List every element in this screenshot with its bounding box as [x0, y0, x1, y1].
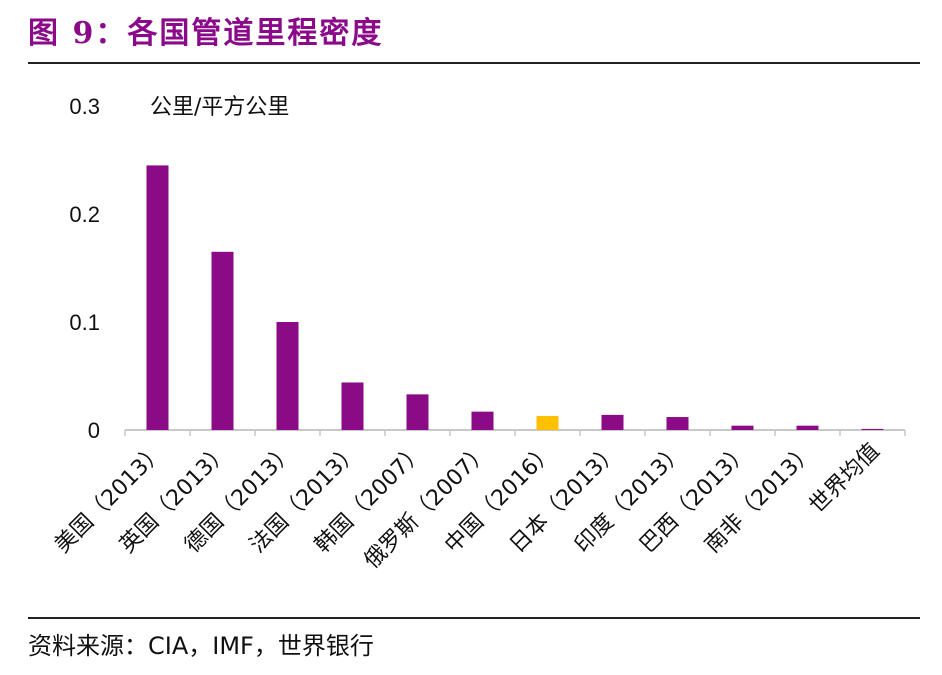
bar [861, 428, 884, 430]
bar [276, 322, 299, 430]
y-tick-label: 0.3 [69, 94, 100, 119]
bar [601, 414, 624, 430]
bar [211, 251, 234, 430]
y-axis-label: 公里/平方公里 [150, 95, 289, 120]
bar [731, 425, 754, 430]
chart-title: 图 9：各国管道里程密度 [28, 16, 384, 51]
x-tick-label: 美国（2013） [50, 439, 170, 559]
bottom-divider [28, 617, 920, 619]
bar [666, 417, 689, 430]
y-tick-label: 0 [88, 418, 100, 443]
bar [796, 425, 819, 430]
bar [536, 415, 559, 430]
bar [341, 382, 364, 430]
top-divider [28, 62, 920, 64]
bar [406, 394, 429, 430]
bar [471, 411, 494, 430]
y-tick-label: 0.2 [69, 202, 100, 227]
y-tick-label: 0.1 [69, 310, 100, 335]
x-tick-label: 世界均值 [805, 439, 885, 519]
bar [146, 165, 169, 430]
source-note: 资料来源：CIA，IMF，世界银行 [28, 632, 374, 660]
